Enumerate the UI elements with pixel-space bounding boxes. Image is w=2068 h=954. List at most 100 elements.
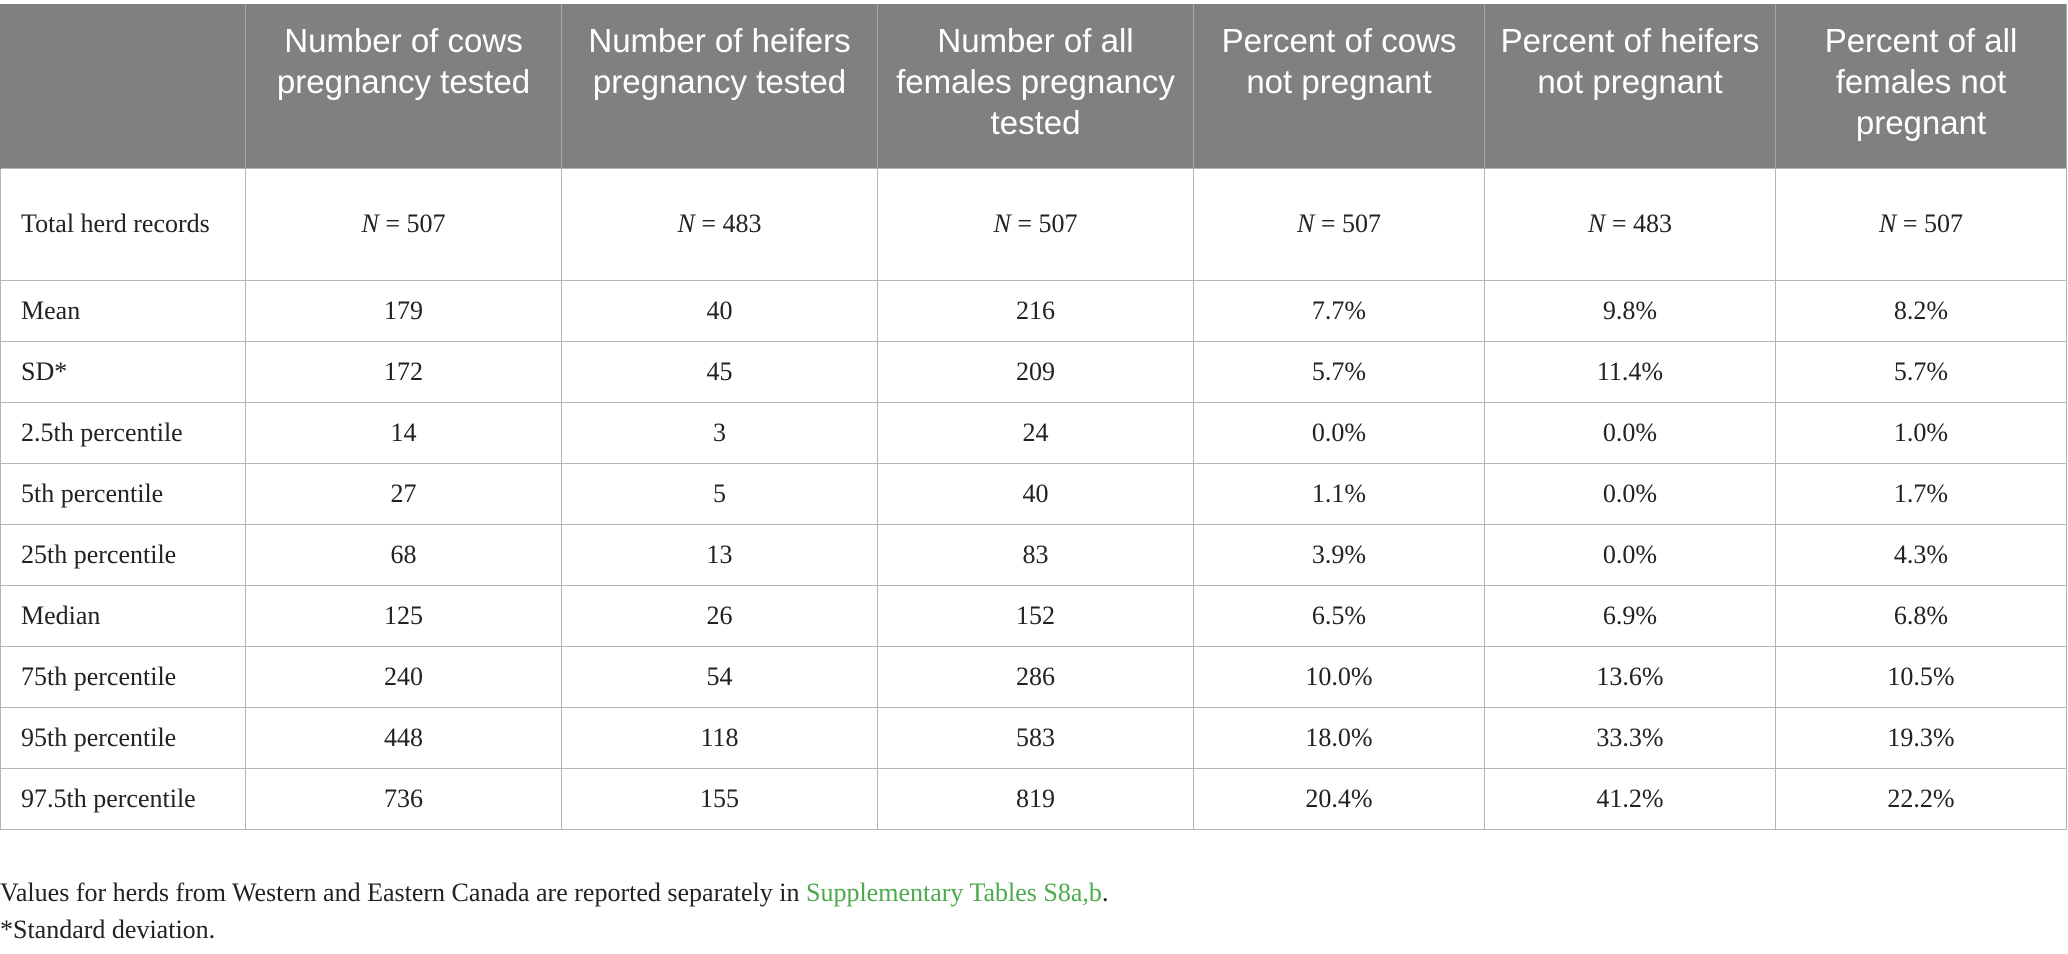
table-row: 97.5th percentile 736 155 819 20.4% 41.2% 22.2… bbox=[0, 767, 2067, 830]
table-cell: 6.9% bbox=[1484, 584, 1776, 647]
table-cell: 40 bbox=[561, 279, 878, 342]
header-cell-corner bbox=[0, 4, 246, 168]
pregnancy-test-table: Number of cows pregnancy tested Number o… bbox=[0, 4, 2067, 830]
table-cell: 19.3% bbox=[1775, 706, 2067, 769]
row-label: 97.5th percentile bbox=[0, 767, 246, 830]
table-cell: 7.7% bbox=[1193, 279, 1485, 342]
table-cell: 5.7% bbox=[1775, 340, 2067, 403]
table-cell: 155 bbox=[561, 767, 878, 830]
n-symbol: N bbox=[677, 209, 695, 238]
header-cell-cows-tested: Number of cows pregnancy tested bbox=[245, 4, 562, 168]
table-cell: 240 bbox=[245, 645, 562, 708]
table-cell: 5.7% bbox=[1193, 340, 1485, 403]
table-cell: 22.2% bbox=[1775, 767, 2067, 830]
n-value: 483 bbox=[722, 209, 762, 238]
table-header: Number of cows pregnancy tested Number o… bbox=[0, 4, 2067, 168]
footnote-sd-definition: *Standard deviation. bbox=[0, 915, 216, 944]
header-row: Number of cows pregnancy tested Number o… bbox=[0, 4, 2067, 168]
table-cell: 83 bbox=[877, 523, 1194, 586]
table-row: 25th percentile 68 13 83 3.9% 0.0% 4.3% bbox=[0, 523, 2067, 586]
table-cell: 172 bbox=[245, 340, 562, 403]
supplementary-tables-link[interactable]: Supplementary Tables S8a,b bbox=[806, 878, 1102, 907]
table-cell: 209 bbox=[877, 340, 1194, 403]
n-cell: N = 507 bbox=[1775, 167, 2067, 281]
table-footnotes: Values for herds from Western and Easter… bbox=[0, 874, 1108, 948]
table-cell: 6.8% bbox=[1775, 584, 2067, 647]
table-cell: 18.0% bbox=[1193, 706, 1485, 769]
table-cell: 3.9% bbox=[1193, 523, 1485, 586]
table-cell: 583 bbox=[877, 706, 1194, 769]
row-label: SD* bbox=[0, 340, 246, 403]
n-symbol: N bbox=[993, 209, 1011, 238]
table-row: 5th percentile 27 5 40 1.1% 0.0% 1.7% bbox=[0, 462, 2067, 525]
table-cell: 40 bbox=[877, 462, 1194, 525]
table-cell: 8.2% bbox=[1775, 279, 2067, 342]
table-cell: 27 bbox=[245, 462, 562, 525]
n-symbol: N bbox=[1878, 209, 1897, 238]
table-cell: 26 bbox=[561, 584, 878, 647]
table-cell: 819 bbox=[877, 767, 1194, 830]
table-row: 2.5th percentile 14 3 24 0.0% 0.0% 1.0% bbox=[0, 401, 2067, 464]
row-label: Mean bbox=[0, 279, 246, 342]
row-label: Total herd records bbox=[0, 167, 246, 281]
table-cell: 11.4% bbox=[1484, 340, 1776, 403]
n-value: 507 bbox=[1342, 209, 1381, 238]
table-cell: 13 bbox=[561, 523, 878, 586]
table-row: 95th percentile 448 118 583 18.0% 33.3% 19.3% bbox=[0, 706, 2067, 769]
footnote-text: Values for herds from Western and Easter… bbox=[0, 878, 806, 907]
row-label: 25th percentile bbox=[0, 523, 246, 586]
row-label: 75th percentile bbox=[0, 645, 246, 708]
footnote-supplementary: Values for herds from Western and Easter… bbox=[0, 874, 1108, 911]
table-row: 75th percentile 240 54 286 10.0% 13.6% 10.5% bbox=[0, 645, 2067, 708]
table-cell: 41.2% bbox=[1484, 767, 1776, 830]
header-cell-all-females-not-pregnant: Percent of all females not pregnant bbox=[1775, 4, 2067, 168]
table-row-total-herd-records: Total herd records N = 507 N = 483 N = 5… bbox=[0, 167, 2067, 281]
n-cell: N = 507 bbox=[877, 167, 1194, 281]
table-row: Median 125 26 152 6.5% 6.9% 6.8% bbox=[0, 584, 2067, 647]
n-value: 507 bbox=[406, 209, 446, 238]
row-label: 2.5th percentile bbox=[0, 401, 246, 464]
n-cell: N = 507 bbox=[245, 167, 562, 281]
table-cell: 5 bbox=[561, 462, 878, 525]
table-cell: 448 bbox=[245, 706, 562, 769]
row-label: 95th percentile bbox=[0, 706, 246, 769]
row-label: Median bbox=[0, 584, 246, 647]
table-cell: 0.0% bbox=[1484, 462, 1776, 525]
header-cell-all-females-tested: Number of all females pregnancy tested bbox=[877, 4, 1194, 168]
row-label: 5th percentile bbox=[0, 462, 246, 525]
table-cell: 0.0% bbox=[1484, 401, 1776, 464]
n-symbol: N bbox=[1296, 209, 1315, 238]
data-table-container: Number of cows pregnancy tested Number o… bbox=[0, 4, 2067, 830]
n-value: 483 bbox=[1633, 209, 1672, 238]
n-symbol: N bbox=[361, 209, 379, 238]
table-body: Total herd records N = 507 N = 483 N = 5… bbox=[0, 167, 2067, 830]
table-cell: 4.3% bbox=[1775, 523, 2067, 586]
n-value: 507 bbox=[1038, 209, 1078, 238]
table-cell: 125 bbox=[245, 584, 562, 647]
table-cell: 10.5% bbox=[1775, 645, 2067, 708]
table-cell: 736 bbox=[245, 767, 562, 830]
footnote-period: . bbox=[1101, 878, 1109, 907]
table-cell: 3 bbox=[561, 401, 878, 464]
table-cell: 6.5% bbox=[1193, 584, 1485, 647]
table-cell: 10.0% bbox=[1193, 645, 1485, 708]
table-cell: 33.3% bbox=[1484, 706, 1776, 769]
table-cell: 14 bbox=[245, 401, 562, 464]
table-row: Mean 179 40 216 7.7% 9.8% 8.2% bbox=[0, 279, 2067, 342]
table-cell: 152 bbox=[877, 584, 1194, 647]
table-cell: 1.0% bbox=[1775, 401, 2067, 464]
table-cell: 20.4% bbox=[1193, 767, 1485, 830]
table-cell: 179 bbox=[245, 279, 562, 342]
table-cell: 0.0% bbox=[1484, 523, 1776, 586]
n-symbol: N bbox=[1587, 209, 1606, 238]
table-cell: 286 bbox=[877, 645, 1194, 708]
table-cell: 13.6% bbox=[1484, 645, 1776, 708]
header-cell-cows-not-pregnant: Percent of cows not pregnant bbox=[1193, 4, 1485, 168]
n-cell: N = 483 bbox=[1484, 167, 1776, 281]
header-cell-heifers-tested: Number of heifers pregnancy tested bbox=[561, 4, 878, 168]
table-cell: 54 bbox=[561, 645, 878, 708]
table-cell: 68 bbox=[245, 523, 562, 586]
n-cell: N = 507 bbox=[1193, 167, 1485, 281]
table-cell: 45 bbox=[561, 340, 878, 403]
table-cell: 1.7% bbox=[1775, 462, 2067, 525]
